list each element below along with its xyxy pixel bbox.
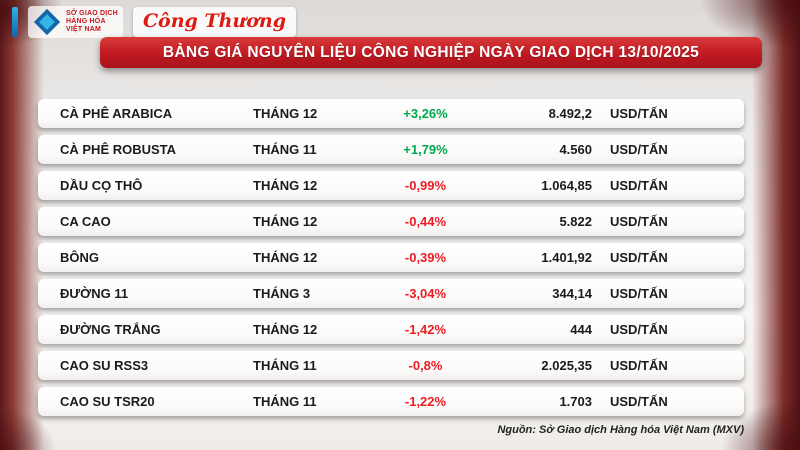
price-table: CÀ PHÊ ARABICA THÁNG 12 +3,26% 8.492,2 U… xyxy=(38,99,744,416)
price-change-percent: -1,42% xyxy=(404,322,447,337)
price-change-percent: -1,22% xyxy=(404,394,447,409)
price-value: 4.560 xyxy=(559,142,592,157)
commodity-name: CÀ PHÊ ROBUSTA xyxy=(60,142,177,157)
table-row: CAO SU TSR20 THÁNG 11 -1,22% 1.703 USD/T… xyxy=(38,387,744,416)
table-row: CÀ PHÊ ARABICA THÁNG 12 +3,26% 8.492,2 U… xyxy=(38,99,744,128)
price-unit: USD/TẤN xyxy=(610,286,668,301)
price-value: 5.822 xyxy=(559,214,592,229)
table-row: DẦU CỌ THÔ THÁNG 12 -0,99% 1.064,85 USD/… xyxy=(38,171,744,200)
price-change-percent: -0,44% xyxy=(404,214,447,229)
title-ribbon: BẢNG GIÁ NGUYÊN LIỆU CÔNG NGHIỆP NGÀY GI… xyxy=(100,37,762,68)
mxv-logo-line3: VIỆT NAM xyxy=(66,26,102,34)
contract-month: THÁNG 11 xyxy=(253,142,317,157)
page-title: BẢNG GIÁ NGUYÊN LIỆU CÔNG NGHIỆP NGÀY GI… xyxy=(162,43,700,61)
commodity-name: ĐƯỜNG TRẮNG xyxy=(60,322,161,337)
price-change-percent: +3,26% xyxy=(403,106,448,121)
price-change-percent: +1,79% xyxy=(403,142,448,157)
contract-month: THÁNG 3 xyxy=(253,286,311,301)
price-change-percent: -3,04% xyxy=(404,286,447,301)
commodity-name: CA CAO xyxy=(60,214,111,229)
table-row: BÔNG THÁNG 12 -0,39% 1.401,92 USD/TẤN xyxy=(38,243,744,272)
header-logos: SỞ GIAO DỊCH HÀNG HÓA VIỆT NAM Công Thươ… xyxy=(12,6,296,38)
price-unit: USD/TẤN xyxy=(610,394,668,409)
price-unit: USD/TẤN xyxy=(610,142,668,157)
cong-thuong-logo: Công Thương xyxy=(132,7,296,37)
price-unit: USD/TẤN xyxy=(610,178,668,193)
price-value: 1.703 xyxy=(559,394,592,409)
table-row: ĐƯỜNG TRẮNG THÁNG 12 -1,42% 444 USD/TẤN xyxy=(38,315,744,344)
contract-month: THÁNG 12 xyxy=(253,178,318,193)
mxv-logo-text: SỞ GIAO DỊCH HÀNG HÓA VIỆT NAM xyxy=(66,10,118,35)
price-unit: USD/TẤN xyxy=(610,106,668,121)
commodity-name: CÀ PHÊ ARABICA xyxy=(60,106,173,121)
table-row: CÀ PHÊ ROBUSTA THÁNG 11 +1,79% 4.560 USD… xyxy=(38,135,744,164)
contract-month: THÁNG 12 xyxy=(253,106,318,121)
price-change-percent: -0,39% xyxy=(404,250,447,265)
mxv-logo-line2: HÀNG HÓA xyxy=(66,17,106,25)
contract-month: THÁNG 12 xyxy=(253,322,318,337)
logo-accent-bar xyxy=(12,7,18,37)
mxv-diamond-icon xyxy=(33,8,61,36)
contract-month: THÁNG 12 xyxy=(253,250,318,265)
table-row: CA CAO THÁNG 12 -0,44% 5.822 USD/TẤN xyxy=(38,207,744,236)
commodity-name: BÔNG xyxy=(60,250,99,265)
price-unit: USD/TẤN xyxy=(610,250,668,265)
mxv-logo-line1: SỞ GIAO DỊCH xyxy=(66,9,118,17)
commodity-name: CAO SU TSR20 xyxy=(60,394,155,409)
table-row: CAO SU RSS3 THÁNG 11 -0,8% 2.025,35 USD/… xyxy=(38,351,744,380)
price-value: 8.492,2 xyxy=(548,106,592,121)
table-row: ĐƯỜNG 11 THÁNG 3 -3,04% 344,14 USD/TẤN xyxy=(38,279,744,308)
source-note: Nguồn: Sở Giao dịch Hàng hóa Việt Nam (M… xyxy=(497,424,744,436)
price-value: 344,14 xyxy=(552,286,592,301)
price-value: 444 xyxy=(570,322,592,337)
price-unit: USD/TẤN xyxy=(610,322,668,337)
price-unit: USD/TẤN xyxy=(610,214,668,229)
price-value: 1.064,85 xyxy=(541,178,592,193)
contract-month: THÁNG 12 xyxy=(253,214,318,229)
price-change-percent: -0,99% xyxy=(404,178,447,193)
commodity-name: CAO SU RSS3 xyxy=(60,358,149,373)
mxv-logo: SỞ GIAO DỊCH HÀNG HÓA VIỆT NAM xyxy=(28,6,123,38)
commodity-name: ĐƯỜNG 11 xyxy=(60,286,129,301)
price-unit: USD/TẤN xyxy=(610,358,668,373)
price-value: 1.401,92 xyxy=(541,250,592,265)
price-value: 2.025,35 xyxy=(541,358,592,373)
contract-month: THÁNG 11 xyxy=(253,358,317,373)
contract-month: THÁNG 11 xyxy=(253,394,317,409)
commodity-name: DẦU CỌ THÔ xyxy=(60,178,143,193)
price-change-percent: -0,8% xyxy=(408,358,443,373)
